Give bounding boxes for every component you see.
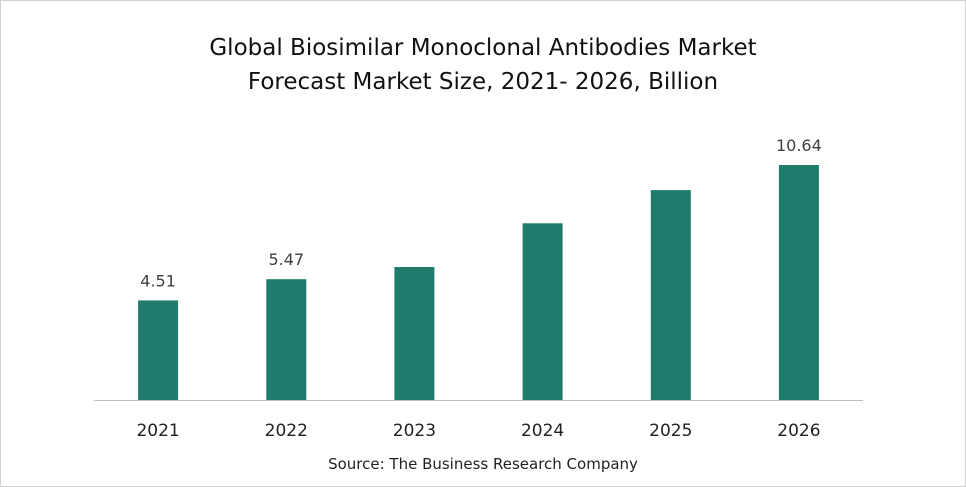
chart-title-line-2: Forecast Market Size, 2021- 2026, Billio… xyxy=(247,69,719,95)
data-label-2022: 5.47 xyxy=(268,250,304,269)
bar-2025 xyxy=(650,190,691,400)
x-tick-label-2024: 2024 xyxy=(521,421,564,441)
chart-title-line-1: Global Biosimilar Monoclonal Antibodies … xyxy=(209,35,757,61)
source-note: Source: The Business Research Company xyxy=(328,455,638,473)
data-label-2026: 10.64 xyxy=(776,136,822,155)
x-tick-label-2022: 2022 xyxy=(265,421,308,441)
bar-2026 xyxy=(778,165,819,400)
bar-2024 xyxy=(522,223,563,400)
x-tick-label-2023: 2023 xyxy=(393,421,436,441)
x-tick-label-2026: 2026 xyxy=(777,421,820,441)
bar-2023 xyxy=(394,267,435,400)
bar-2021 xyxy=(138,300,179,400)
x-tick-label-2025: 2025 xyxy=(649,421,692,441)
bar-2022 xyxy=(266,279,307,400)
data-label-2021: 4.51 xyxy=(140,271,176,290)
chart-title: Global Biosimilar Monoclonal Antibodies … xyxy=(1,31,965,99)
x-tick-label-2021: 2021 xyxy=(136,421,179,441)
